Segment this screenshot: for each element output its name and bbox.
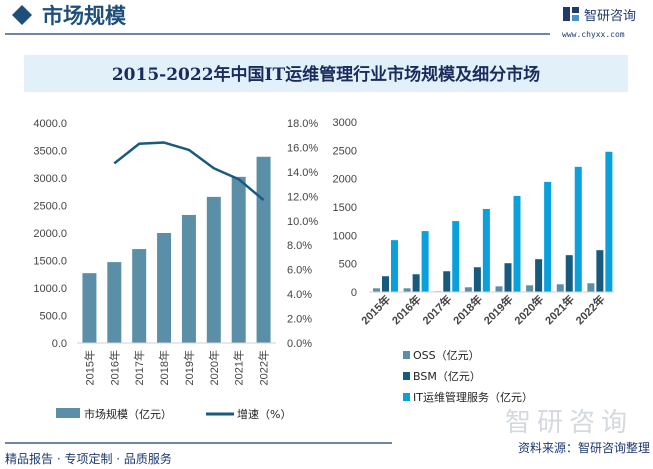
brand-logo-icon xyxy=(563,7,579,21)
x-tick-label: 2015年 xyxy=(82,350,96,385)
y2-tick-label: 4.0% xyxy=(287,289,312,301)
title-banner xyxy=(24,55,628,92)
y-tick-label: 500.0 xyxy=(39,311,67,323)
y-tick-label: 3500.0 xyxy=(33,146,67,158)
x-tick-label: 2021年 xyxy=(542,292,577,327)
legend-label-growth: 增速（%） xyxy=(237,407,291,421)
market-size-bar xyxy=(157,233,172,343)
oss-bar xyxy=(373,288,380,292)
chart-title: 2015-2022年中国IT运维管理行业市场规模及细分市场 xyxy=(112,64,540,85)
oss-bar xyxy=(587,283,595,292)
market-size-bar xyxy=(82,273,97,343)
market-size-bar xyxy=(256,156,271,343)
bsm-bar xyxy=(565,255,573,292)
y-tick-label: 2000 xyxy=(333,174,357,186)
y2-tick-label: 14.0% xyxy=(287,167,318,179)
brand-name: 智研咨询 xyxy=(584,9,636,24)
y-tick-label: 4000.0 xyxy=(33,118,67,130)
bsm-bar xyxy=(382,276,389,292)
market-size-bar xyxy=(231,176,246,343)
x-tick-label: 2016年 xyxy=(107,350,121,385)
y-tick-label: 3000 xyxy=(333,117,357,129)
legend-oss-swatch xyxy=(403,351,410,359)
x-tick-label: 2015年 xyxy=(358,292,393,327)
oss-bar xyxy=(495,286,503,292)
bsm-bar xyxy=(535,259,543,292)
legend-bsm-swatch xyxy=(403,372,410,380)
x-tick-label: 2016年 xyxy=(389,292,424,327)
legend-it-service-label: IT运维管理服务（亿元） xyxy=(413,390,533,404)
y2-tick-label: 2.0% xyxy=(287,314,312,326)
it-service-bar xyxy=(605,151,613,292)
legend-label-market-size: 市场规模（亿元） xyxy=(84,407,172,421)
legend-swatch-market-size xyxy=(56,408,80,418)
it-service-bar xyxy=(574,166,582,292)
y-tick-label: 0 xyxy=(351,287,357,299)
y2-tick-label: 10.0% xyxy=(287,216,318,228)
x-tick-label: 2020年 xyxy=(511,292,546,327)
y-tick-label: 1500.0 xyxy=(33,256,67,268)
x-tick-label: 2017年 xyxy=(132,350,146,385)
y-tick-label: 1000.0 xyxy=(33,283,67,295)
it-service-bar xyxy=(482,208,490,292)
brand-url: www.chyxx.com xyxy=(562,30,625,39)
y2-tick-label: 8.0% xyxy=(287,240,312,252)
bsm-bar xyxy=(412,274,420,292)
slogan: 精品报告 · 专项定制 · 品质服务 xyxy=(5,451,172,466)
x-tick-label: 2020年 xyxy=(207,350,221,385)
section-header: 市场规模 智研咨询 www.chyxx.com xyxy=(5,4,636,39)
oss-bar xyxy=(556,284,564,292)
x-tick-label: 2018年 xyxy=(157,350,171,385)
source-note: 资料来源：智研咨询整理 xyxy=(518,440,650,455)
it-service-bar xyxy=(544,181,552,292)
section-title: 市场规模 xyxy=(42,4,127,28)
bsm-bar xyxy=(596,250,604,292)
it-service-bar xyxy=(391,240,398,292)
it-service-bar xyxy=(421,231,429,292)
footer: 智研咨询 资料来源：智研咨询整理 精品报告 · 专项定制 · 品质服务 xyxy=(5,408,650,466)
y2-tick-label: 12.0% xyxy=(287,191,318,203)
y2-tick-label: 18.0% xyxy=(287,118,318,130)
legend-it-service-swatch xyxy=(403,393,410,401)
y-tick-label: 2000.0 xyxy=(33,228,67,240)
bsm-bar xyxy=(443,271,451,292)
x-tick-label: 2019年 xyxy=(481,292,516,327)
it-service-bar xyxy=(452,221,460,292)
x-tick-label: 2022年 xyxy=(573,292,608,327)
y-tick-label: 2500 xyxy=(333,145,357,157)
oss-bar xyxy=(526,285,534,292)
oss-bar xyxy=(403,288,411,292)
y-tick-label: 0.0 xyxy=(52,338,67,350)
market-size-chart: 0.0 500.0 1000.0 1500.0 2000.0 2500.0 3000.0 35… xyxy=(33,118,318,421)
y-tick-label: 3000.0 xyxy=(33,173,67,185)
y2-tick-label: 6.0% xyxy=(287,265,312,277)
x-tick-label: 2017年 xyxy=(419,292,454,327)
it-service-bar xyxy=(513,195,521,292)
market-size-bar xyxy=(132,249,147,343)
market-size-bar xyxy=(181,214,196,343)
x-tick-label: 2018年 xyxy=(450,292,485,327)
market-size-bar xyxy=(206,196,221,343)
oss-bar xyxy=(464,287,472,292)
x-tick-label: 2022年 xyxy=(257,350,271,385)
y-tick-label: 500 xyxy=(339,259,357,271)
market-size-bar xyxy=(107,262,122,343)
watermark-logo: 智研咨询 xyxy=(505,408,633,438)
y-tick-label: 2500.0 xyxy=(33,201,67,213)
y-tick-label: 1000 xyxy=(333,230,357,242)
legend-oss-label: OSS（亿元） xyxy=(413,349,480,362)
y2-tick-label: 0.0% xyxy=(287,338,312,350)
legend-bsm-label: BSM（亿元） xyxy=(413,370,481,383)
bsm-bar xyxy=(504,263,512,292)
x-tick-label: 2021年 xyxy=(232,350,246,385)
x-tick-label: 2019年 xyxy=(182,350,196,385)
segment-chart: 0500100015002000250030002015年2016年2017年2… xyxy=(333,117,614,404)
diamond-icon xyxy=(12,5,32,25)
y2-tick-label: 16.0% xyxy=(287,142,318,154)
y-tick-label: 1500 xyxy=(333,202,357,214)
bsm-bar xyxy=(473,267,481,292)
